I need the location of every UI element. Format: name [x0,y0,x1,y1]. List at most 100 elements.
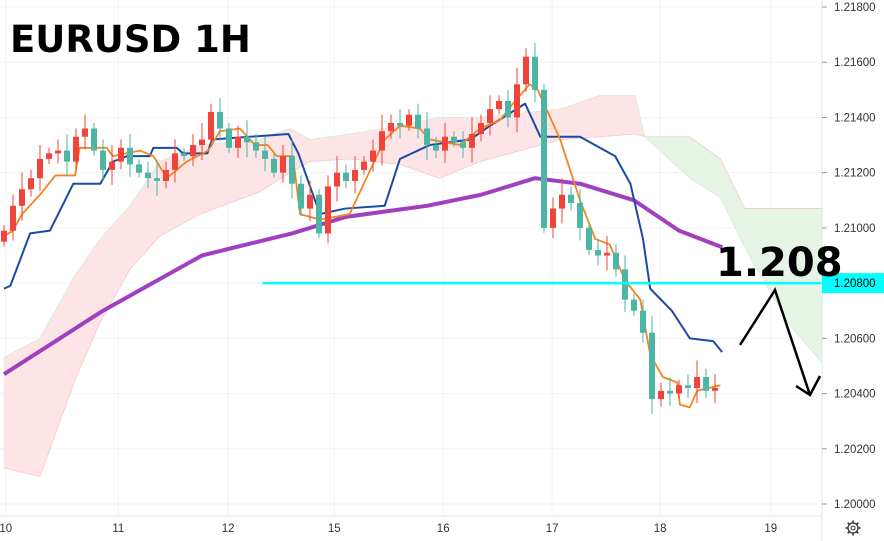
candle-down [145,172,151,179]
candle-up [469,134,475,148]
price-tick-label: 1.20000 [834,499,876,511]
candle-up [55,150,61,154]
time-tick-label: 12 [222,523,235,535]
kijun-line [3,102,723,353]
price-axis[interactable] [822,0,884,541]
candle-up [559,194,565,209]
candle-down [100,150,106,170]
candle-up [46,153,52,159]
candle-down [343,172,349,181]
candle-up [118,147,124,162]
candle-down [181,153,187,157]
candle-up [379,131,385,151]
candle-down [226,128,232,148]
candle-down [154,178,160,181]
time-axis-labels: 10 11 12 15 16 17 18 19 [0,523,777,535]
candle-down [244,136,250,143]
candle-down [631,299,637,311]
candle-down [595,249,601,256]
candle-up [487,109,493,123]
price-tick-label: 1.21800 [834,2,876,14]
indicator-lines [2,83,723,409]
candle-down [451,136,457,143]
price-tick-label: 1.20200 [834,444,876,456]
candle-up [712,388,718,391]
price-line-label-text: 1.20800 [834,278,876,290]
price-tick-label: 1.21600 [834,57,876,69]
candle-up [163,169,169,181]
price-tick-label: 1.21000 [834,223,876,235]
candle-up [190,145,196,157]
candle-up [550,208,556,228]
candle-up [82,128,88,137]
candle-down [667,390,673,394]
candle-down [541,89,547,228]
drawn-arrow [738,287,822,397]
time-tick-label: 16 [437,523,450,535]
candle-up [676,385,682,394]
candle-down [271,158,277,173]
candle-up [235,136,241,148]
candle-up [109,161,115,170]
cloud-segment-bullish [689,136,721,198]
candle-down [613,252,619,270]
candle-down [253,142,259,151]
candle-down [433,145,439,151]
settings-gear-icon[interactable] [845,520,861,536]
time-tick-label: 19 [764,523,777,535]
time-tick-label: 15 [328,523,341,535]
candle-up [307,194,313,209]
candle-down [577,203,583,228]
candle-up [10,205,16,231]
candle-down [298,183,304,209]
candle-down [649,332,655,400]
candle-up [604,252,610,256]
candle-down [262,150,268,159]
candle-up [694,376,700,389]
candle-down [685,385,691,389]
candle-up [478,122,484,135]
level-annotation: 1.208 [716,240,843,286]
time-tick-label: 10 [0,523,12,535]
candle-down [64,150,70,162]
candle-up [325,186,331,234]
candle-up [352,169,358,181]
candle-up [199,139,205,146]
cloud-segment-bearish [599,95,636,138]
candle-up [19,189,25,206]
cloud-segment-bearish [39,274,76,477]
moving-average-line [2,176,723,376]
tenkan-line [3,83,721,409]
candle-down [217,111,223,129]
candle-down [586,227,592,250]
time-tick-label: 18 [654,523,667,535]
candle-down [622,269,628,300]
candle-down [316,194,322,234]
candle-down [640,310,646,333]
cloud-segment-bearish [3,337,41,477]
candle-up [406,114,412,126]
price-tick-label: 1.21200 [834,168,876,180]
candle-down [127,147,133,165]
candle-down [568,194,574,204]
candle-up [1,230,7,242]
candle-up [37,158,43,179]
candle-down [415,114,421,129]
candle-down [460,142,466,148]
candles [1,42,718,414]
candle-up [280,156,286,173]
candle-up [370,150,376,162]
candle-up [73,136,79,162]
senkou-span-a [3,133,823,477]
candle-up [658,390,664,400]
price-tick-label: 1.21400 [834,112,876,124]
time-tick-label: 11 [112,523,124,535]
candle-up [496,100,502,110]
candle-down [91,128,97,151]
candle-up [172,153,178,170]
chart-title: EURUSD 1H [10,18,251,61]
candle-down [136,164,142,173]
candle-down [289,156,295,184]
price-tick-label: 1.20600 [834,333,876,345]
